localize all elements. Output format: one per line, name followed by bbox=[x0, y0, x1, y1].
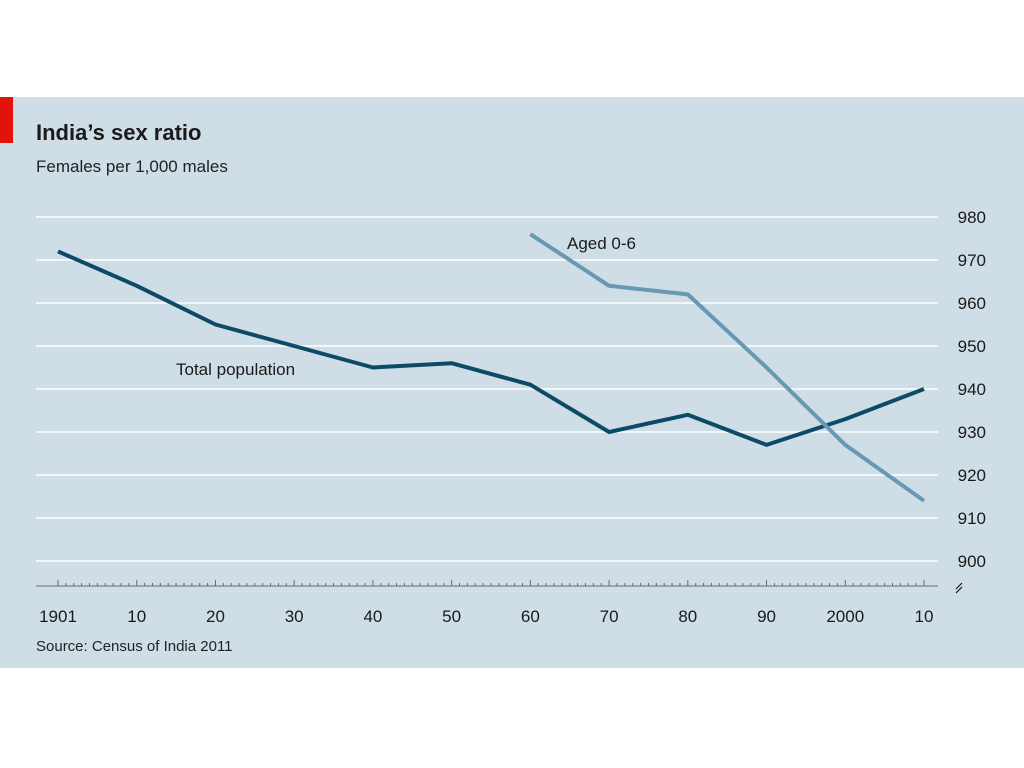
y-tick-label: 930 bbox=[958, 423, 986, 442]
x-tick-label: 20 bbox=[206, 607, 225, 626]
x-tick-label: 2000 bbox=[826, 607, 864, 626]
series-label-total-population: Total population bbox=[176, 360, 295, 379]
gridlines bbox=[36, 216, 938, 562]
y-tick-label: 940 bbox=[958, 380, 986, 399]
x-tick-label: 10 bbox=[127, 607, 146, 626]
series-labels: Total population Aged 0-6 bbox=[176, 234, 636, 379]
accent-tag bbox=[0, 97, 13, 143]
line-chart: 900 910 920 930 940 950 960 970 980 1901 10 20 30 40… bbox=[36, 208, 986, 626]
series-line-total-population bbox=[57, 249, 925, 447]
y-tick-label: 920 bbox=[958, 466, 986, 485]
x-tick-label: 40 bbox=[363, 607, 382, 626]
x-tick-label: 30 bbox=[285, 607, 304, 626]
y-tick-label: 980 bbox=[958, 208, 986, 227]
x-tick-label: 1901 bbox=[39, 607, 77, 626]
chart-title: India’s sex ratio bbox=[36, 120, 202, 145]
axis-break-stroke bbox=[955, 586, 963, 594]
series-line-aged-0-6 bbox=[529, 232, 926, 503]
chart-panel: India’s sex ratio Females per 1,000 male… bbox=[0, 97, 1024, 668]
y-tick-label: 960 bbox=[958, 294, 986, 313]
x-axis: 1901 10 20 30 40 50 60 70 80 90 2000 10 bbox=[36, 580, 938, 626]
chart-subtitle: Females per 1,000 males bbox=[36, 157, 228, 176]
x-tick-label: 10 bbox=[915, 607, 934, 626]
x-tick-label: 90 bbox=[757, 607, 776, 626]
x-tick-label: 80 bbox=[678, 607, 697, 626]
series-label-aged-0-6: Aged 0-6 bbox=[567, 234, 636, 253]
series-lines bbox=[57, 232, 926, 503]
axis-break-stroke bbox=[955, 582, 963, 590]
axis-break-icon bbox=[955, 582, 963, 594]
x-tick-label: 50 bbox=[442, 607, 461, 626]
y-tick-label: 970 bbox=[958, 251, 986, 270]
y-tick-label: 900 bbox=[958, 552, 986, 571]
x-tick-label: 60 bbox=[521, 607, 540, 626]
y-axis: 900 910 920 930 940 950 960 970 980 bbox=[955, 208, 986, 594]
y-tick-label: 910 bbox=[958, 509, 986, 528]
chart-source: Source: Census of India 2011 bbox=[36, 638, 233, 655]
x-tick-label: 70 bbox=[600, 607, 619, 626]
y-tick-label: 950 bbox=[958, 337, 986, 356]
